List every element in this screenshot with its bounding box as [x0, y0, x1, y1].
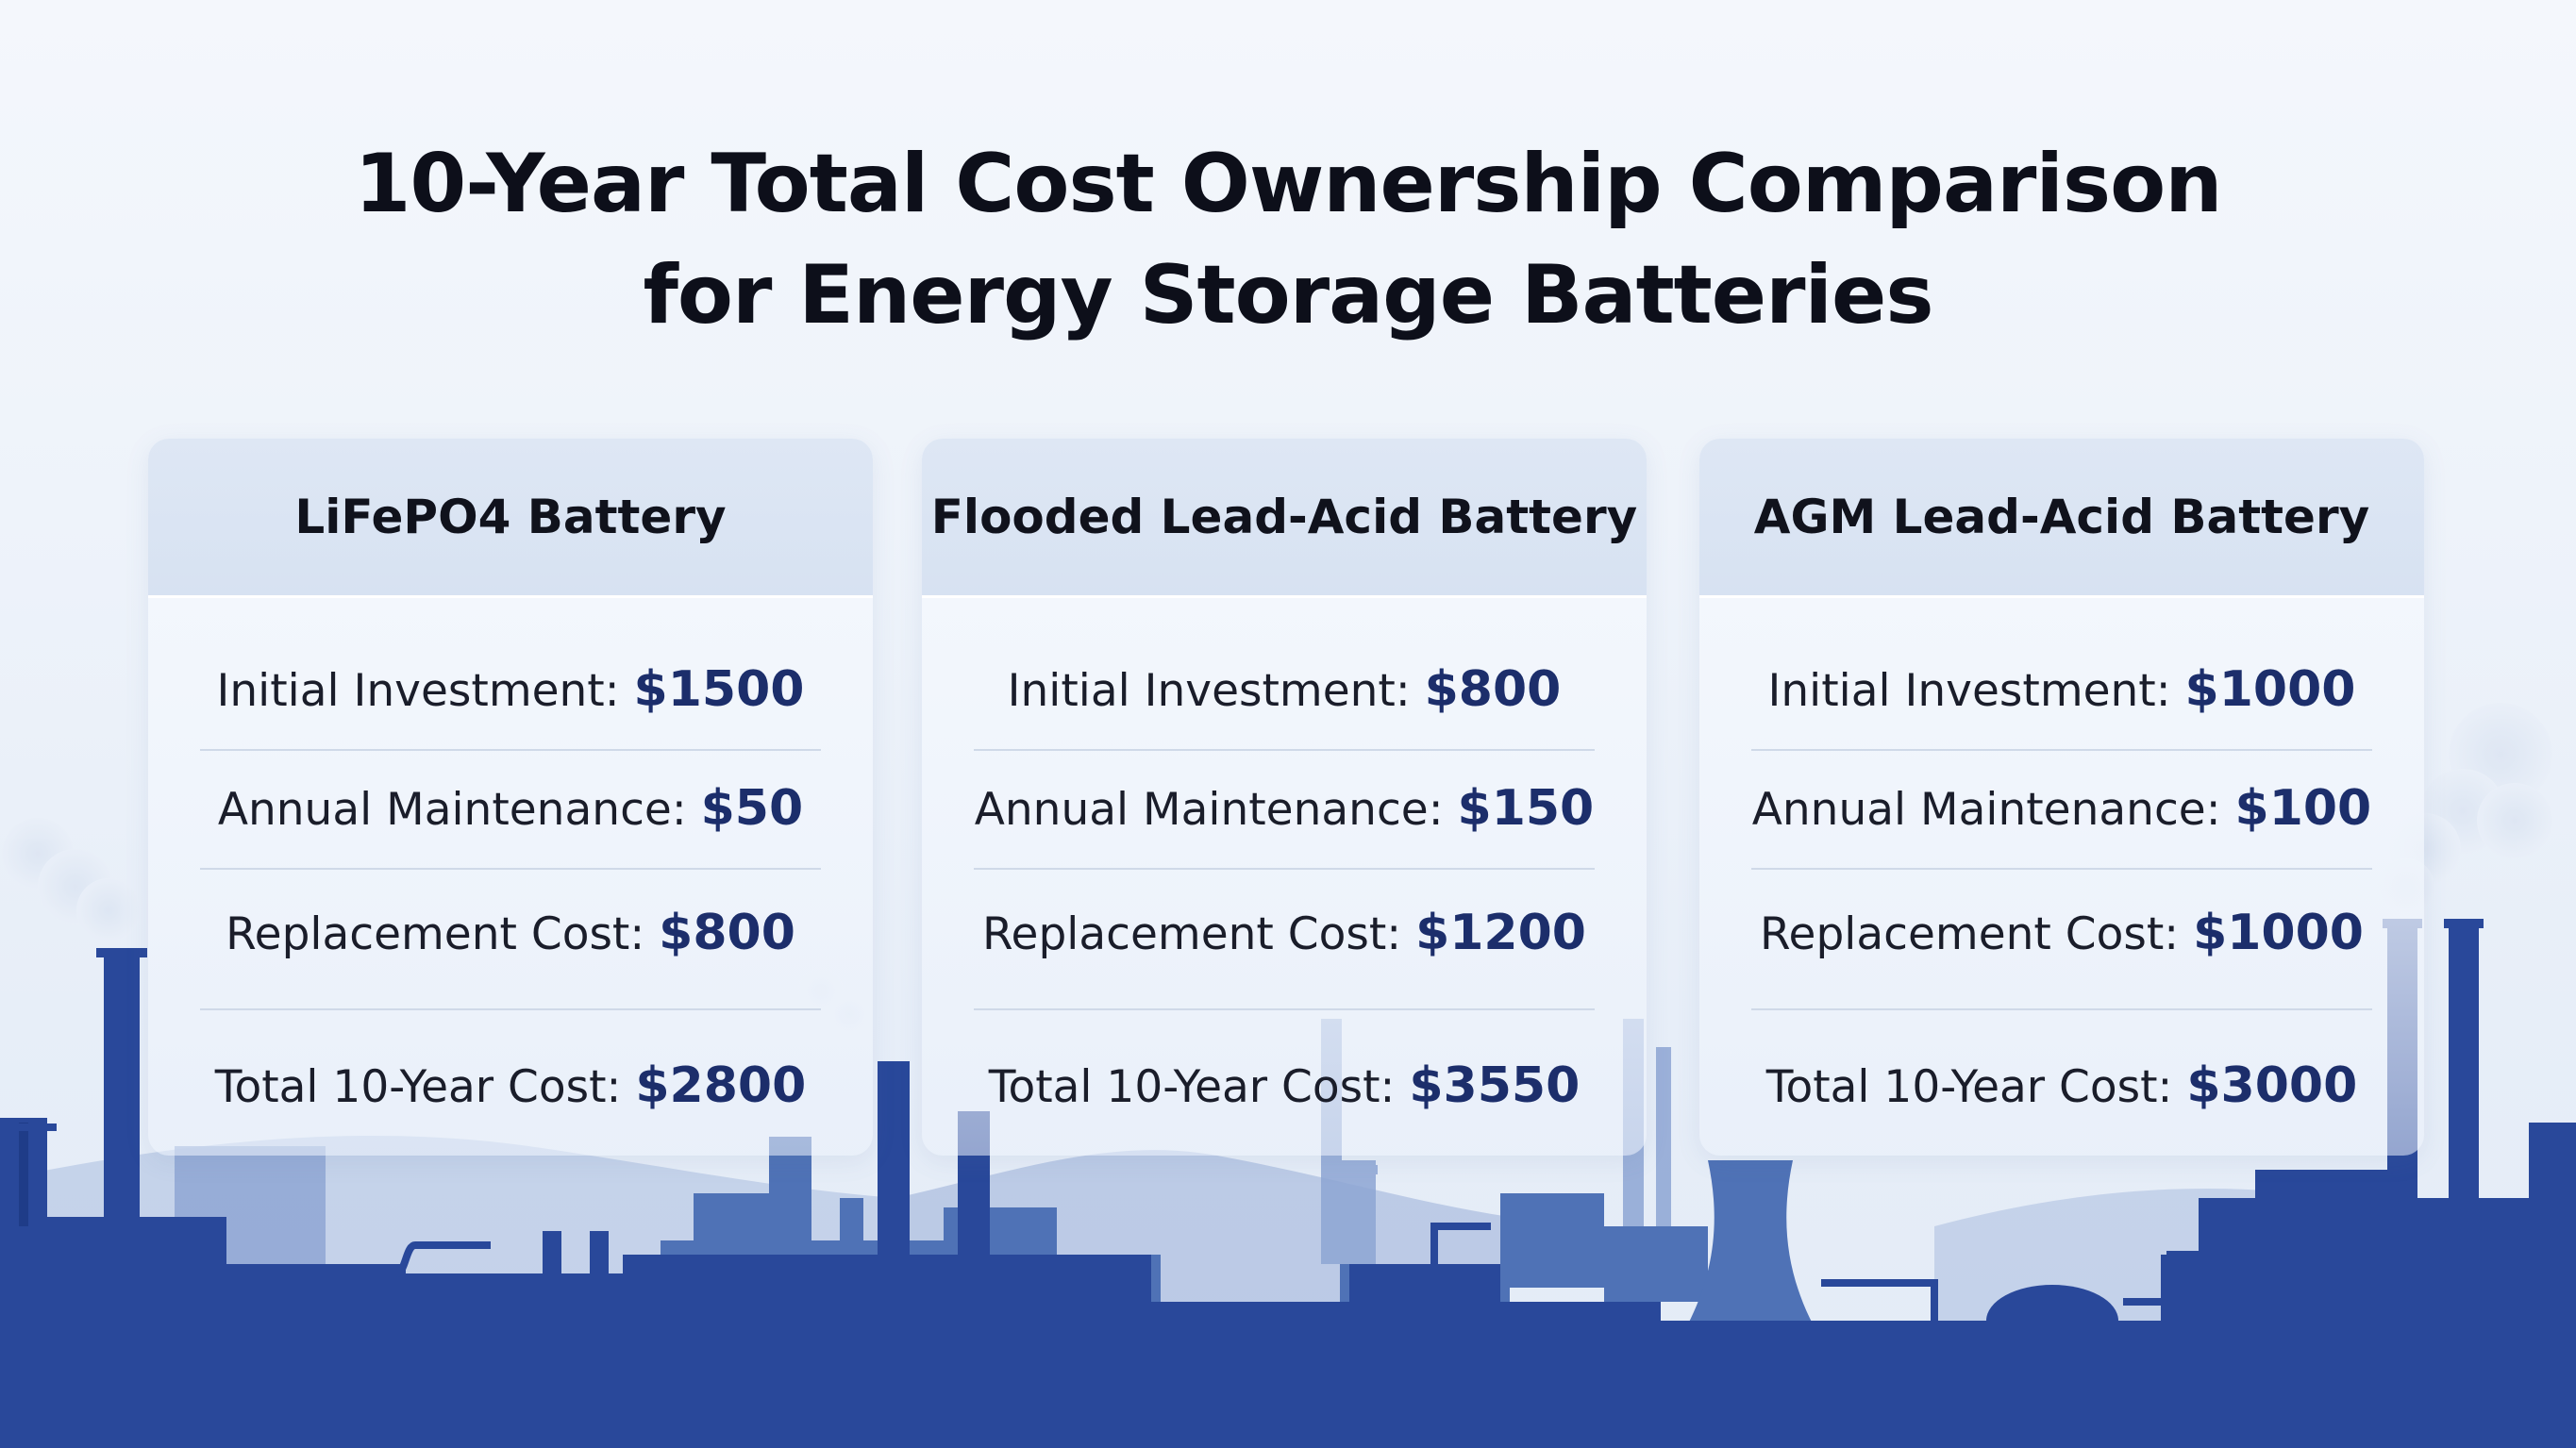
total-cost-row: Total 10-Year Cost: $2800	[148, 1061, 873, 1110]
row-value: $3550	[1409, 1057, 1581, 1114]
initial-investment-row: Initial Investment: $1000	[1699, 665, 2424, 714]
divider	[974, 1008, 1595, 1010]
card-header: LiFePO4 Battery	[148, 439, 873, 598]
row-label: Initial Investment:	[216, 665, 620, 717]
row-label: Annual Maintenance:	[217, 784, 687, 836]
row-value: $50	[700, 780, 804, 837]
row-value: $800	[1424, 661, 1562, 718]
card-header: Flooded Lead-Acid Battery	[922, 439, 1647, 598]
page-title-line-1: 10-Year Total Cost Ownership Comparison	[354, 137, 2223, 231]
divider	[200, 1008, 821, 1010]
row-value: $2800	[635, 1057, 807, 1114]
row-label: Initial Investment:	[1007, 665, 1411, 717]
card-agm-lead-acid: AGM Lead-Acid Battery Initial Investment…	[1699, 439, 2424, 1156]
row-value: $1000	[2193, 905, 2364, 961]
row-value: $150	[1457, 780, 1595, 837]
card-title: AGM Lead-Acid Battery	[1753, 490, 2370, 544]
replacement-cost-row: Replacement Cost: $1000	[1699, 908, 2424, 957]
initial-investment-row: Initial Investment: $800	[922, 665, 1647, 714]
row-value: $3000	[2186, 1057, 2358, 1114]
card-flooded-lead-acid: Flooded Lead-Acid Battery Initial Invest…	[922, 439, 1647, 1156]
row-value: $800	[659, 905, 795, 961]
divider	[200, 749, 821, 751]
divider	[1751, 868, 2372, 870]
initial-investment-row: Initial Investment: $1500	[148, 665, 873, 714]
row-value: $1500	[633, 661, 805, 718]
row-label: Annual Maintenance:	[974, 784, 1444, 836]
replacement-cost-row: Replacement Cost: $800	[148, 908, 873, 957]
replacement-cost-row: Replacement Cost: $1200	[922, 908, 1647, 957]
row-label: Annual Maintenance:	[1751, 784, 2221, 836]
divider	[974, 749, 1595, 751]
total-cost-row: Total 10-Year Cost: $3550	[922, 1061, 1647, 1110]
divider	[974, 868, 1595, 870]
divider	[1751, 1008, 2372, 1010]
divider	[1751, 749, 2372, 751]
annual-maintenance-row: Annual Maintenance: $150	[922, 784, 1647, 833]
row-value: $100	[2234, 780, 2372, 837]
pipes	[0, 1123, 2576, 1330]
row-value: $1200	[1415, 905, 1586, 961]
row-label: Initial Investment:	[1767, 665, 2171, 717]
page-title-line-2: for Energy Storage Batteries	[643, 248, 1933, 342]
annual-maintenance-row: Annual Maintenance: $100	[1699, 784, 2424, 833]
foreground-factories	[0, 919, 2576, 1448]
card-lifepo4: LiFePO4 Battery Initial Investment: $150…	[148, 439, 873, 1156]
row-label: Total 10-Year Cost:	[1765, 1061, 2173, 1113]
annual-maintenance-row: Annual Maintenance: $50	[148, 784, 873, 833]
row-label: Replacement Cost:	[226, 908, 645, 960]
row-value: $1000	[2184, 661, 2356, 718]
card-title: Flooded Lead-Acid Battery	[930, 490, 1638, 544]
card-title: LiFePO4 Battery	[294, 490, 727, 544]
row-label: Total 10-Year Cost:	[214, 1061, 622, 1113]
card-header: AGM Lead-Acid Battery	[1699, 439, 2424, 598]
row-label: Replacement Cost:	[982, 908, 1402, 960]
row-label: Replacement Cost:	[1760, 908, 2180, 960]
total-cost-row: Total 10-Year Cost: $3000	[1699, 1061, 2424, 1110]
divider	[200, 868, 821, 870]
row-label: Total 10-Year Cost:	[988, 1061, 1396, 1113]
